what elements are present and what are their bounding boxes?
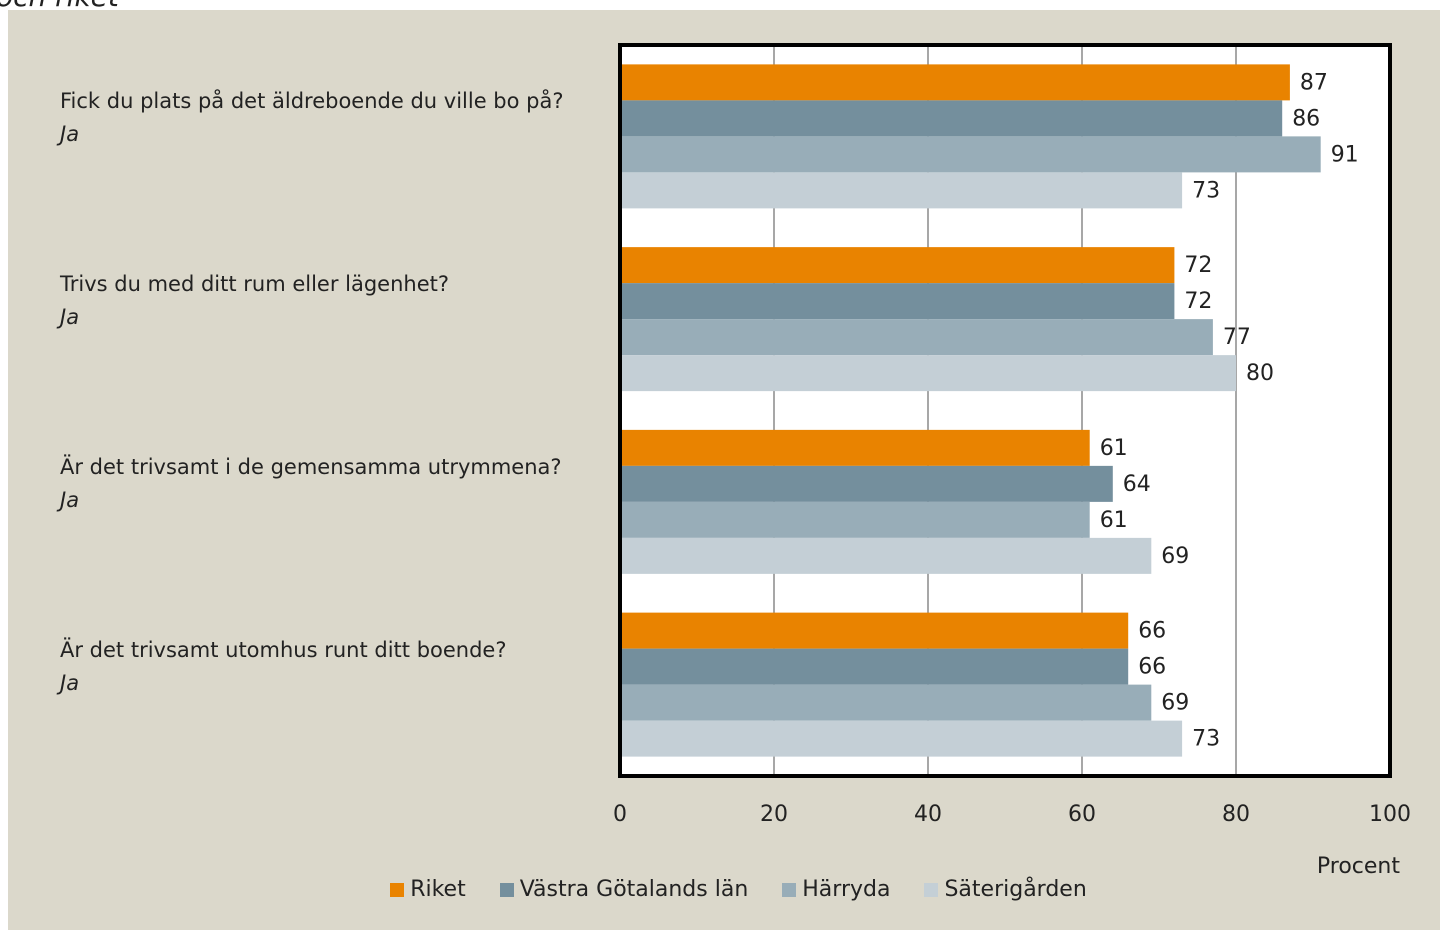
category-label: Är det trivsamt i de gemensamma utrymmen… (60, 413, 580, 556)
bar (620, 172, 1183, 209)
legend-label: Härryda (802, 877, 891, 902)
bar (620, 465, 1113, 502)
value-label: 80 (1246, 361, 1274, 386)
bar (620, 720, 1183, 757)
category-sublabel: Ja (60, 670, 80, 695)
category-label: Trivs du med ditt rum eller lägenhet? Ja (60, 230, 580, 373)
legend-swatch (924, 882, 939, 897)
bar (620, 501, 1090, 538)
x-tick-label: 20 (760, 802, 788, 827)
x-tick-label: 40 (914, 802, 942, 827)
x-tick-label: 60 (1068, 802, 1096, 827)
value-label: 87 (1300, 70, 1328, 95)
value-label: 61 (1100, 436, 1128, 461)
legend-swatch (390, 882, 405, 897)
category-text: Fick du plats på det äldreboende du vill… (60, 89, 564, 114)
value-label: 66 (1138, 619, 1166, 644)
value-label: 73 (1192, 178, 1220, 203)
value-label: 61 (1100, 508, 1128, 533)
category-text: Trivs du med ditt rum eller lägenhet? (60, 272, 450, 297)
category-label: Fick du plats på det äldreboende du vill… (60, 47, 580, 190)
value-label: 66 (1138, 655, 1166, 680)
category-label: Är det trivsamt utomhus runt ditt boende… (60, 595, 580, 738)
legend-label: Riket (410, 877, 466, 902)
category-sublabel: Ja (60, 305, 80, 330)
x-tick-label: 100 (1369, 802, 1411, 827)
bar (620, 537, 1152, 574)
bar (620, 100, 1283, 137)
bar (620, 648, 1129, 685)
legend: Riket Västra Götalands län Härryda Säterigå… (0, 877, 1447, 902)
value-label: 69 (1161, 544, 1189, 569)
category-sublabel: Ja (60, 487, 80, 512)
category-sublabel: Ja (60, 122, 80, 147)
value-label: 91 (1331, 142, 1359, 167)
bar (620, 612, 1129, 649)
bar (620, 429, 1090, 466)
legend-swatch (499, 882, 514, 897)
category-text: Är det trivsamt utomhus runt ditt boende… (60, 637, 507, 662)
x-tick-label: 80 (1222, 802, 1250, 827)
value-label: 73 (1192, 727, 1220, 752)
legend-item: Säterigården (924, 877, 1087, 902)
x-tick-label: 0 (613, 802, 627, 827)
legend-item: Västra Götalands län (499, 877, 749, 902)
bar (620, 136, 1321, 173)
bar (620, 355, 1236, 392)
value-label: 72 (1184, 253, 1212, 278)
legend-item: Härryda (782, 877, 890, 902)
bar (620, 319, 1213, 356)
value-label: 86 (1292, 106, 1320, 131)
value-label: 69 (1161, 691, 1189, 716)
plot-border (618, 43, 1392, 778)
value-label: 77 (1223, 325, 1251, 350)
bar (620, 684, 1152, 721)
chart-title: och riket (0, 0, 120, 13)
value-label: 72 (1184, 289, 1212, 314)
x-axis-label: Procent (1317, 854, 1400, 879)
bar (620, 283, 1175, 320)
value-label: 64 (1123, 472, 1151, 497)
legend-swatch (782, 882, 797, 897)
bar (620, 64, 1290, 101)
legend-label: Säterigården (944, 877, 1087, 902)
bar (620, 247, 1175, 284)
legend-item: Riket (390, 877, 466, 902)
category-text: Är det trivsamt i de gemensamma utrymmen… (60, 454, 562, 479)
legend-label: Västra Götalands län (519, 877, 749, 902)
